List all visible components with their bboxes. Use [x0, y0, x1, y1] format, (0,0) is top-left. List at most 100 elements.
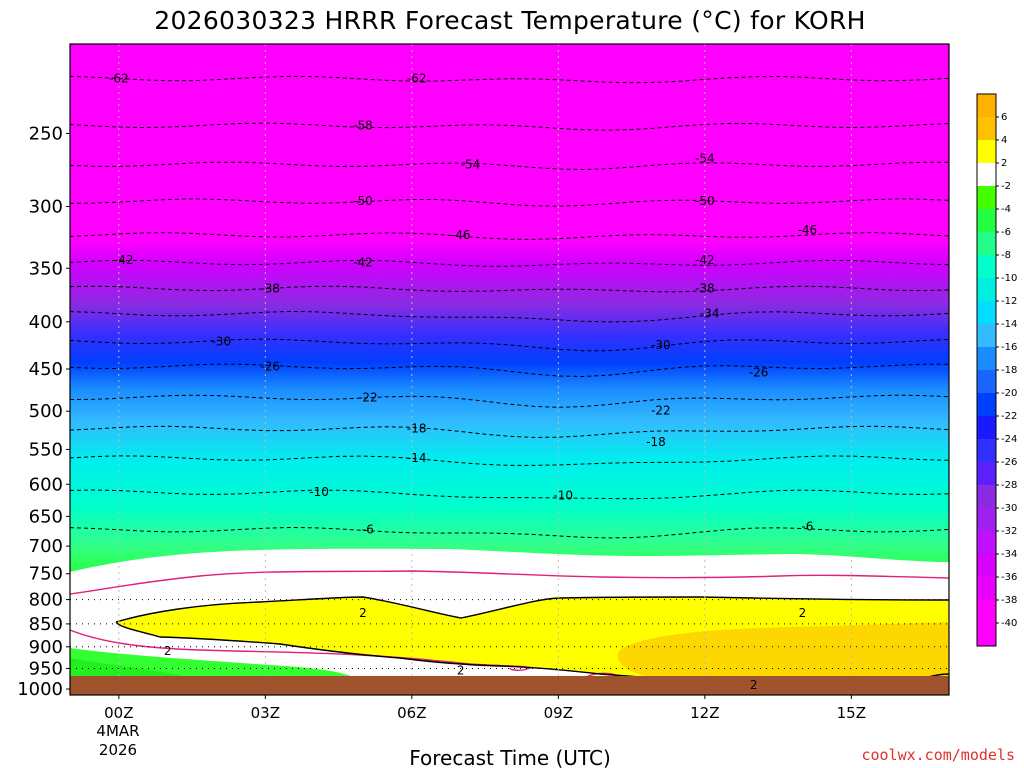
colorbar-tick-label: -18	[1001, 365, 1017, 376]
y-tick-label: 450	[29, 359, 63, 380]
y-tick-label: 800	[29, 590, 63, 611]
contour-label: -30	[651, 338, 671, 352]
colorbar-swatch	[977, 393, 996, 417]
colorbar-swatch	[977, 370, 996, 394]
colorbar-tick-label: -16	[1001, 342, 1017, 353]
y-tick-label: 1000	[17, 679, 63, 700]
colorbar-tick-label: -28	[1001, 480, 1017, 491]
y-tick-label: 850	[29, 614, 63, 635]
x-tick-label: 06Z	[397, 704, 426, 722]
colorbar-tick-label: -24	[1001, 434, 1017, 445]
x-tick-label: 09Z	[544, 704, 573, 722]
colorbar-swatch	[977, 577, 996, 601]
x-date-day: 4MAR	[96, 722, 139, 740]
y-tick-label: 350	[29, 258, 63, 279]
y-tick-label: 900	[29, 637, 63, 658]
chart-title: 2026030323 HRRR Forecast Temperature (°C…	[154, 6, 866, 35]
colorbar-tick-label: -20	[1001, 388, 1017, 399]
colorbar-swatch	[977, 232, 996, 256]
colorbar-tick-label: -30	[1001, 503, 1017, 514]
colorbar-swatch	[977, 623, 996, 647]
contour-label: -46	[451, 228, 471, 242]
y-tick-label: 950	[29, 658, 63, 679]
colorbar-swatch	[977, 531, 996, 555]
contour-label: -10	[553, 489, 573, 503]
contour-label: -38	[260, 281, 280, 295]
colorbar-tick-label: -32	[1001, 526, 1017, 537]
colorbar-swatch	[977, 600, 996, 624]
y-tick-label: 300	[29, 197, 63, 218]
contour-label: -6	[801, 520, 813, 534]
colorbar-tick-label: 2	[1001, 158, 1007, 169]
y-tick-label: 750	[29, 564, 63, 585]
contour-label: -54	[695, 151, 715, 165]
colorbar-tick-label: -38	[1001, 595, 1017, 606]
colorbar-swatch	[977, 439, 996, 463]
contour-label: -18	[646, 435, 666, 449]
contour-label: 2	[457, 664, 465, 678]
colorbar-tick-label: -34	[1001, 549, 1017, 560]
horizontal-gridlines	[70, 599, 949, 669]
x-tick-label: 00Z	[104, 704, 133, 722]
colorbar-swatch	[977, 278, 996, 302]
colorbar-swatch	[977, 94, 996, 118]
contour-label: -18	[407, 421, 427, 435]
colorbar-tick-label: -2	[1001, 181, 1011, 192]
colorbar-tick-label: -26	[1001, 457, 1017, 468]
x-date-year: 2026	[99, 741, 137, 759]
contour-label: -58	[353, 118, 373, 132]
y-tick-label: 500	[29, 401, 63, 422]
credit-text: coolwx.com/models	[861, 746, 1015, 764]
colorbar-swatch	[977, 485, 996, 509]
contour-label: -50	[353, 194, 373, 208]
contour-label: -22	[358, 390, 378, 404]
colorbar-swatch	[977, 301, 996, 325]
y-tick-label: 550	[29, 439, 63, 460]
colorbar-tick-label: -4	[1001, 204, 1011, 215]
contour-label: -42	[695, 253, 715, 267]
colorbar: 6 4 2 -2 -4 -6 -8 -10 -12 -14 -16 -18 -20 -22 -24 -26 -2…	[976, 93, 1017, 647]
x-axis-ticks: 00Z 03Z 06Z 09Z 12Z 15Z	[104, 695, 866, 722]
colorbar-tick-label: 4	[1001, 135, 1007, 146]
contour-label: -10	[309, 485, 329, 499]
colorbar-tick-label: -6	[1001, 227, 1011, 238]
colorbar-swatch	[977, 117, 996, 141]
colorbar-swatch	[977, 140, 996, 164]
contour-label: -42	[114, 253, 134, 267]
contour-label: -62	[109, 72, 129, 86]
contour-label: -22	[651, 403, 671, 417]
contour-label: -38	[695, 281, 715, 295]
plot-area	[70, 44, 949, 695]
x-tick-label: 15Z	[837, 704, 866, 722]
colorbar-tick-label: -10	[1001, 273, 1017, 284]
contour-labels: -62 -62-58-54 -54-50 -50-46 -46-42 -42 -42-38-…	[109, 72, 817, 692]
colorbar-swatch	[977, 255, 996, 279]
contour-label: -26	[260, 359, 280, 373]
y-tick-label: 400	[29, 312, 63, 333]
contour-label: -54	[461, 157, 481, 171]
contour-label: 2	[799, 606, 807, 620]
colorbar-swatch	[977, 508, 996, 532]
contour-label: -14	[407, 451, 427, 465]
x-tick-label: 03Z	[251, 704, 280, 722]
contour-label: -42	[353, 256, 373, 270]
contour-label: 2	[750, 678, 758, 692]
colorbar-swatch	[977, 324, 996, 348]
y-tick-label: 600	[29, 474, 63, 495]
colorbar-swatch	[977, 186, 996, 210]
freezing-line	[70, 570, 949, 595]
y-tick-label: 650	[29, 506, 63, 527]
colorbar-tick-label: -40	[1001, 618, 1017, 629]
colorbar-swatch	[977, 347, 996, 371]
colorbar-tick-label: -14	[1001, 319, 1017, 330]
contour-2-upper	[115, 596, 949, 623]
contour-label: -62	[407, 72, 427, 86]
contour-label: -34	[700, 307, 720, 321]
colorbar-tick-label: 6	[1001, 112, 1007, 123]
y-axis-ticks: 2503003504004505005506006507007508008509…	[17, 123, 70, 700]
y-tick-label: 250	[29, 123, 63, 144]
ground	[70, 676, 949, 695]
contour-label: 2	[359, 606, 367, 620]
colorbar-tick-label: -36	[1001, 572, 1017, 583]
